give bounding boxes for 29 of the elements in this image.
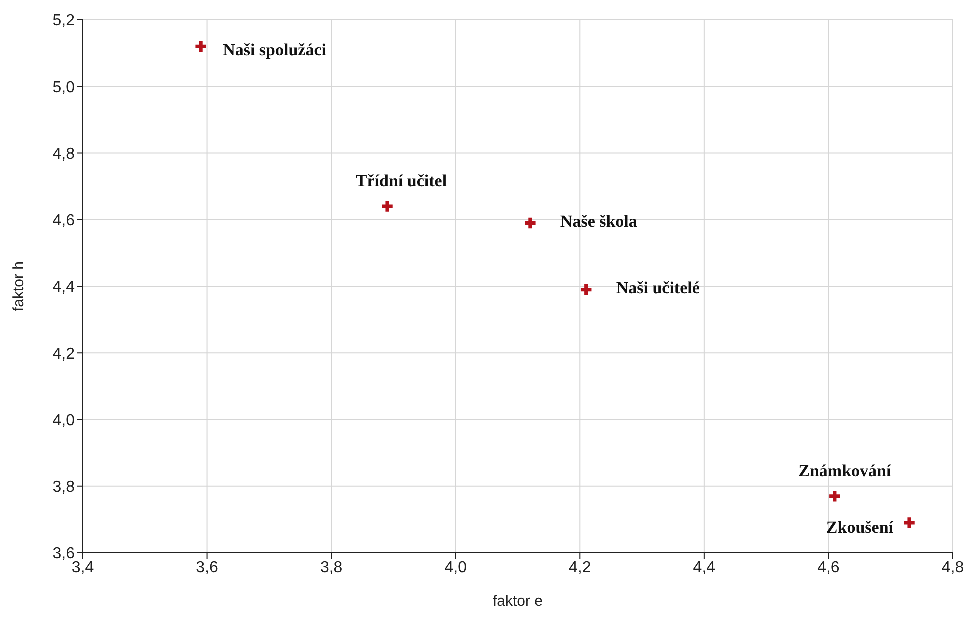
y-tick-label: 4,8 <box>52 146 76 163</box>
y-tick-label: 5,2 <box>52 12 76 30</box>
annotation: Naši spolužáci <box>223 40 327 60</box>
point <box>904 518 915 528</box>
y-tick-label: 4,6 <box>52 212 76 230</box>
annotation: Třídní učitel <box>356 171 448 190</box>
point <box>382 201 393 212</box>
x-tick-label: 4,8 <box>942 559 964 576</box>
annotation: Zkoušení <box>826 518 894 537</box>
x-tick-label: 4,0 <box>444 559 468 576</box>
y-tick-label: 4,4 <box>52 279 76 296</box>
x-tick-label: 4,4 <box>693 559 716 576</box>
x-tick-label: 4,6 <box>818 559 840 576</box>
x-tick-label: 3,6 <box>196 559 219 576</box>
y-axis-title: faktor h <box>10 261 28 312</box>
y-tick-label: 4,0 <box>52 412 76 430</box>
y-tick-label: 3,8 <box>52 479 76 496</box>
point <box>580 284 592 296</box>
x-tick-label: 4,2 <box>569 559 592 576</box>
x-axis-title: faktor e <box>492 593 544 610</box>
annotation: Naši učitelé <box>616 278 700 298</box>
point <box>196 41 206 52</box>
point <box>525 218 536 229</box>
y-tick-label: 4,2 <box>52 346 76 363</box>
point <box>830 491 840 502</box>
annotation: Známkování <box>798 461 892 480</box>
y-tick-label: 5,0 <box>52 79 76 96</box>
x-tick-label: 3,8 <box>320 559 343 576</box>
annotation: Naše škola <box>560 212 638 232</box>
